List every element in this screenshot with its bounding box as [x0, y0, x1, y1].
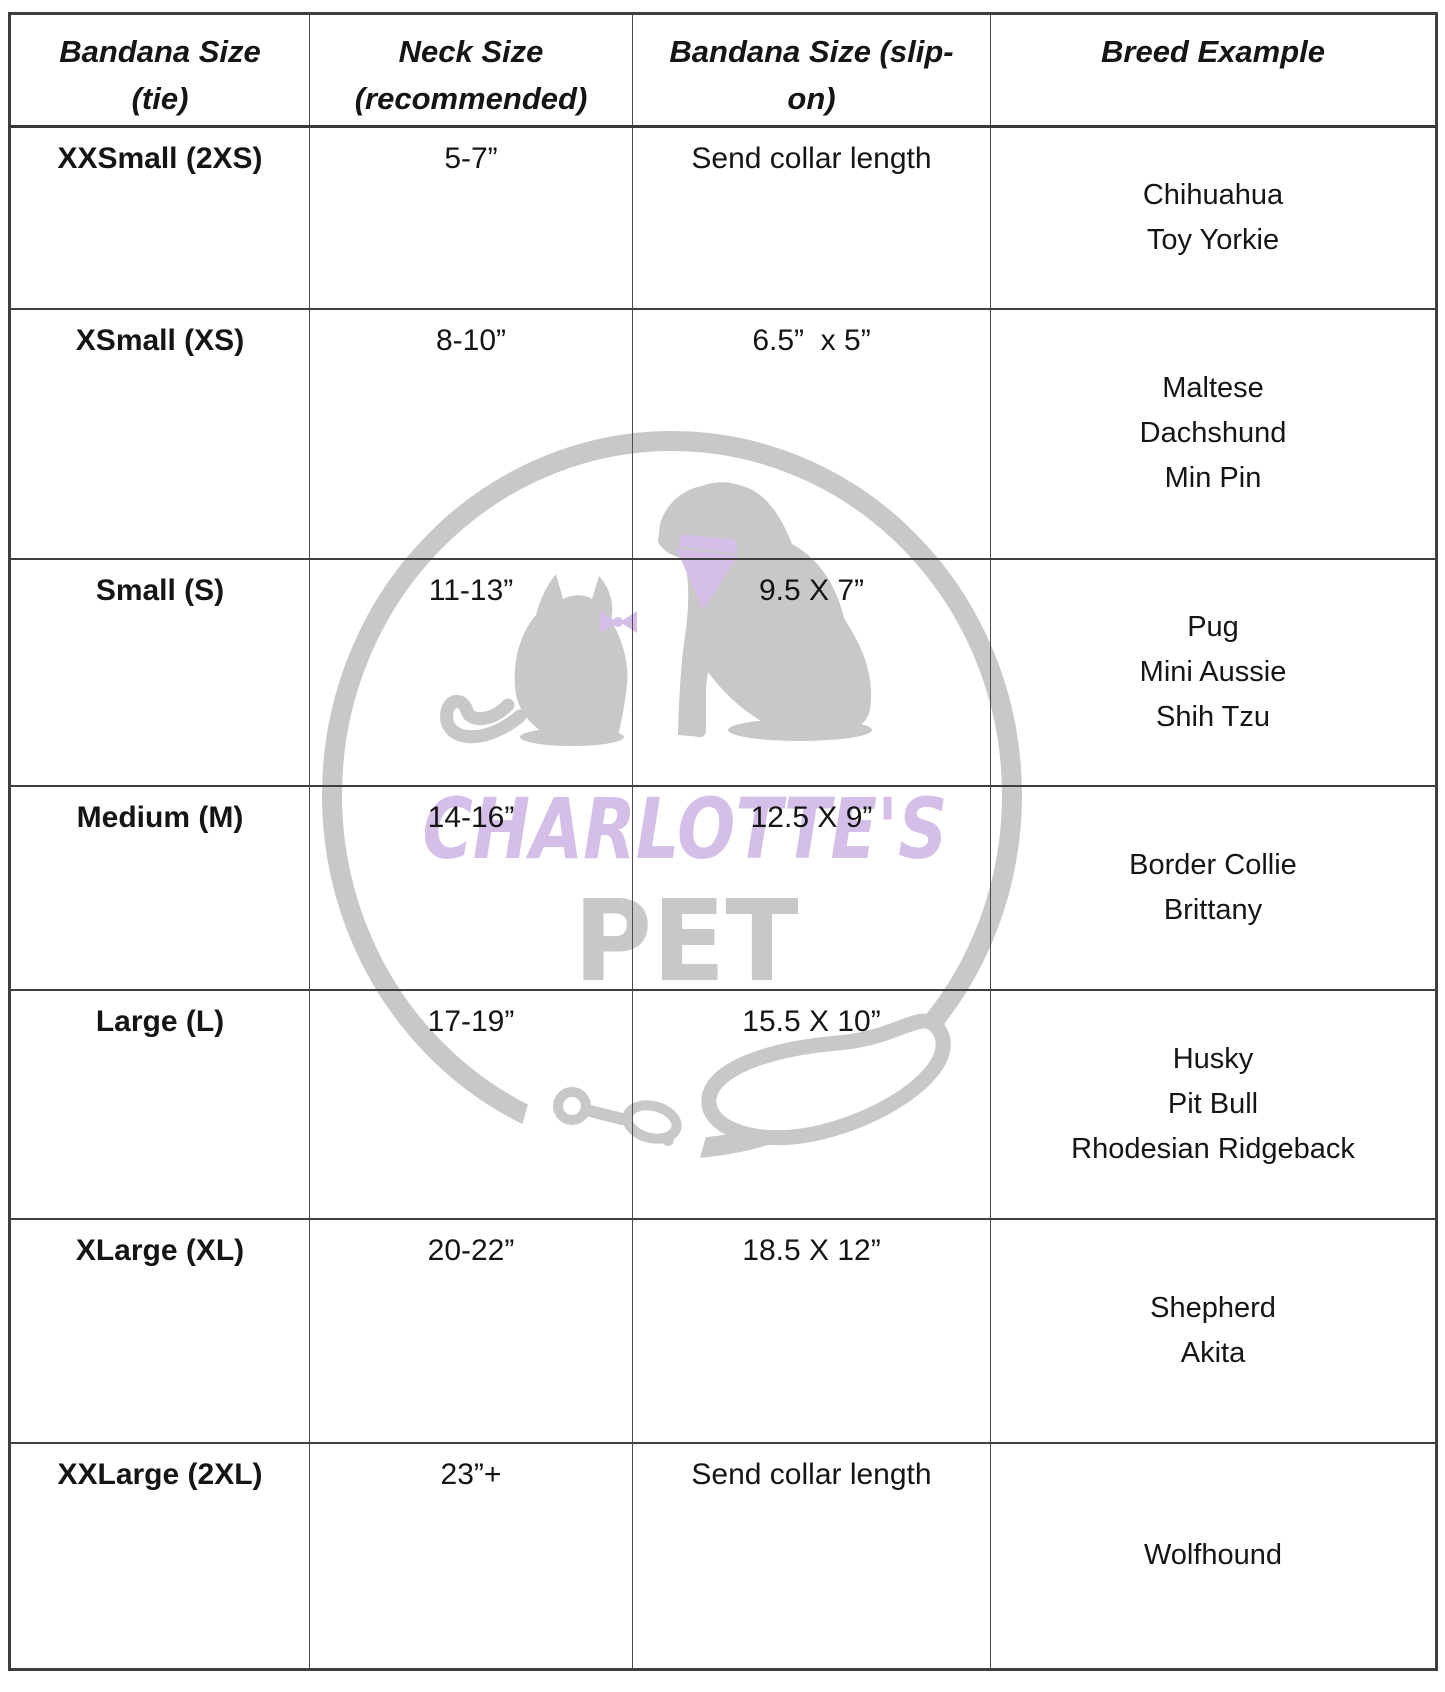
slip-on-size-value: 18.5 X 12” [632, 1217, 991, 1444]
table-row-xxsmall: XXSmall (2XS) 5-7” Send collar length Ch… [9, 125, 1437, 310]
header-breed-example: Breed Example [990, 12, 1437, 128]
table-row-xlarge: XLarge (XL) 20-22” 18.5 X 12” Shepherd A… [9, 1217, 1437, 1444]
header-line: on) [787, 81, 836, 116]
neck-size-value: 23”+ [309, 1441, 633, 1671]
breed-item: Mini Aussie [1139, 655, 1287, 688]
neck-size-value: 20-22” [309, 1217, 633, 1444]
slip-on-size-value: 15.5 X 10” [632, 988, 991, 1220]
size-label: XSmall (XS) [9, 307, 310, 560]
table-row-small: Small (S) 11-13” 9.5 X 7” Pug Mini Aussi… [9, 557, 1437, 787]
breed-item: Chihuahua [1142, 178, 1284, 211]
header-line: (recommended) [354, 81, 588, 116]
header-line: Bandana Size [59, 34, 261, 69]
breed-item: Pug [1187, 610, 1239, 643]
breed-item: Dachshund [1139, 417, 1287, 449]
slip-on-size-value: 12.5 X 9” [632, 784, 991, 991]
size-label: Medium (M) [9, 784, 310, 991]
neck-size-value: 14-16” [309, 784, 633, 991]
size-label: Large (L) [9, 988, 310, 1220]
breed-examples: Chihuahua Toy Yorkie [990, 125, 1437, 310]
header-line: Neck Size [398, 34, 544, 69]
slip-on-size-value: 6.5” x 5” [632, 307, 991, 560]
size-label: Small (S) [9, 557, 310, 787]
neck-size-value: 8-10” [309, 307, 633, 560]
breed-examples: Wolfhound [990, 1441, 1437, 1671]
breed-item: Min Pin [1164, 462, 1262, 494]
breed-examples: Pug Mini Aussie Shih Tzu [990, 557, 1437, 787]
size-label: XLarge (XL) [9, 1217, 310, 1444]
breed-item: Toy Yorkie [1146, 223, 1280, 256]
table-row-large: Large (L) 17-19” 15.5 X 10” Husky Pit Bu… [9, 988, 1437, 1220]
breed-item: Rhodesian Ridgeback [1071, 1132, 1355, 1165]
header-line: Breed Example [1101, 34, 1325, 69]
header-line: Bandana Size (slip- [669, 34, 954, 69]
slip-on-size-value: 9.5 X 7” [632, 557, 991, 787]
slip-on-size-value: Send collar length [632, 1441, 991, 1671]
neck-size-value: 11-13” [309, 557, 633, 787]
neck-size-value: 5-7” [309, 125, 633, 310]
size-label: XXSmall (2XS) [9, 125, 310, 310]
slip-on-size-value: Send collar length [632, 125, 991, 310]
breed-examples: Shepherd Akita [990, 1217, 1437, 1444]
breed-item: Brittany [1163, 893, 1263, 926]
header-bandana-size-tie: Bandana Size (tie) [9, 12, 310, 128]
breed-item: Shepherd [1150, 1291, 1276, 1324]
header-neck-size: Neck Size (recommended) [309, 12, 633, 128]
breed-item: Akita [1180, 1336, 1246, 1369]
breed-examples: Husky Pit Bull Rhodesian Ridgeback [990, 988, 1437, 1220]
breed-item: Husky [1172, 1042, 1254, 1075]
header-bandana-size-slip-on: Bandana Size (slip- on) [632, 12, 991, 128]
breed-examples: Border Collie Brittany [990, 784, 1437, 991]
breed-item: Border Collie [1129, 848, 1297, 881]
breed-item: Pit Bull [1167, 1087, 1259, 1120]
breed-item: Wolfhound [1143, 1539, 1283, 1572]
breed-item: Shih Tzu [1156, 700, 1270, 733]
header-line: (tie) [131, 81, 189, 116]
table-row-xsmall: XSmall (XS) 8-10” 6.5” x 5” Maltese Dach… [9, 307, 1437, 560]
bandana-size-chart-table: Bandana Size (tie) Neck Size (recommende… [8, 12, 1438, 1671]
breed-examples: Maltese Dachshund Min Pin [990, 307, 1437, 560]
neck-size-value: 17-19” [309, 988, 633, 1220]
header-row: Bandana Size (tie) Neck Size (recommende… [9, 12, 1437, 128]
size-label: XXLarge (2XL) [9, 1441, 310, 1671]
breed-item: Maltese [1162, 372, 1264, 404]
table-row-xxlarge: XXLarge (2XL) 23”+ Send collar length Wo… [9, 1441, 1437, 1671]
table-row-medium: Medium (M) 14-16” 12.5 X 9” Border Colli… [9, 784, 1437, 991]
